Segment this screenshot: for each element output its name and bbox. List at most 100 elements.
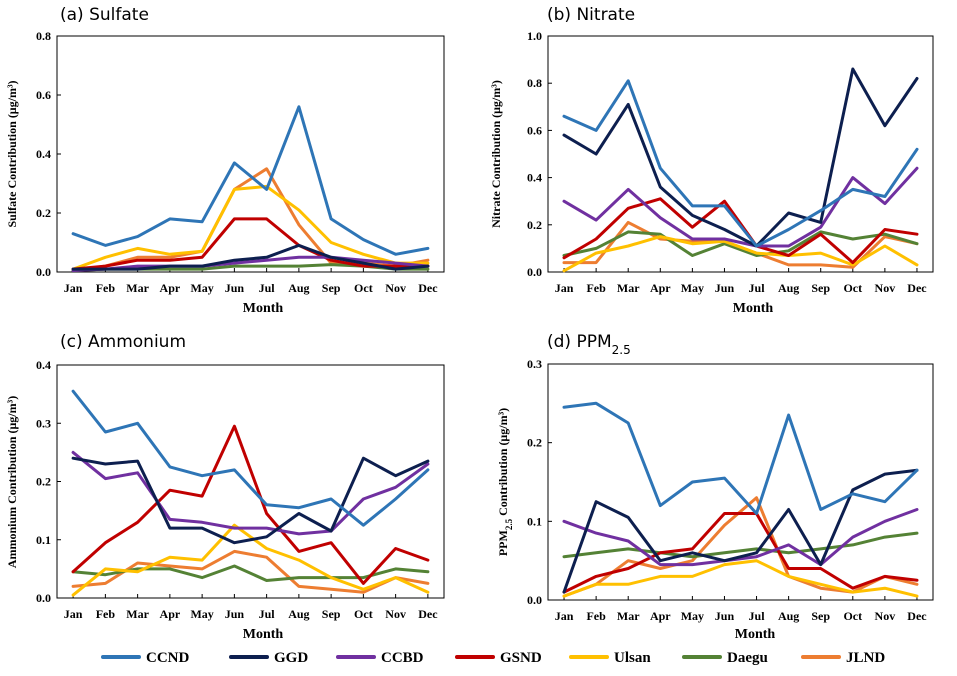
y-axis-title-sub: 2.5 <box>504 518 514 530</box>
panel-2: (b) Nitrate 0.0 0.2 0.4 0.6 0.8 1.0 Jan Feb Mar Ap… <box>489 5 934 316</box>
x-axis-title: Month <box>243 301 284 316</box>
series-line-ccnd <box>562 401 919 515</box>
series-line-jlnd <box>71 549 430 594</box>
legend-item-gsnd: GSND <box>455 650 542 666</box>
y-tick-label: 0.6 <box>527 123 542 137</box>
x-tick-label: Nov <box>385 281 406 295</box>
x-tick-label: Aug <box>288 607 309 621</box>
y-axis-title-rest: Contribution (μg/m³) <box>496 408 510 519</box>
y-tick-label: 0.1 <box>36 533 51 547</box>
y-tick-label: 0.2 <box>36 475 51 489</box>
x-tick-label: Jun <box>225 607 245 621</box>
series-line-gsnd <box>562 197 919 265</box>
y-axis-title: Sulfate Contribution (μg/m³) <box>5 80 19 227</box>
series-group <box>71 105 430 272</box>
y-tick-label: 0.2 <box>36 206 51 220</box>
y-tick-label: 0.3 <box>527 357 542 371</box>
x-tick-label: Apr <box>160 281 181 295</box>
series-line-ccnd <box>562 79 919 248</box>
x-tick-label: Dec <box>907 609 927 623</box>
y-tick-label: 0.0 <box>36 591 51 605</box>
y-tick-label: 0.4 <box>527 171 542 185</box>
x-tick-label: Jul <box>749 609 766 623</box>
x-tick-label: Oct <box>843 281 862 295</box>
x-tick-label: Oct <box>354 281 373 295</box>
x-tick-label: Jul <box>749 281 766 295</box>
x-tick-label: Jan <box>64 281 83 295</box>
panel-title: (d) PPM2.5 <box>547 332 631 357</box>
legend-label: CCND <box>146 650 189 666</box>
y-tick-label: 0.4 <box>36 147 51 161</box>
x-tick-label: Aug <box>778 609 799 623</box>
x-tick-label: Mar <box>617 281 640 295</box>
x-tick-label: May <box>190 281 213 295</box>
legend-label: GGD <box>274 650 308 666</box>
x-tick-label: Oct <box>843 609 862 623</box>
plot-frame <box>547 35 934 273</box>
plot-frame <box>56 364 445 599</box>
x-tick-label: Jan <box>555 609 574 623</box>
panel-title: (b) Nitrate <box>547 5 635 25</box>
x-tick-label: Feb <box>96 281 116 295</box>
x-tick-label: Feb <box>96 607 116 621</box>
x-tick-label: Sep <box>811 609 830 623</box>
panel-title-main: (d) PPM <box>547 332 612 352</box>
legend-label: Ulsan <box>614 650 651 666</box>
y-axis-title: Ammonium Contribution (μg/m³) <box>5 396 19 568</box>
series-line-ccnd <box>71 389 430 527</box>
panel-title: (a) Sulfate <box>60 5 149 25</box>
series-line-ulsan <box>71 184 430 271</box>
x-tick-label: Aug <box>288 281 309 295</box>
series-line-gsnd <box>562 512 919 594</box>
x-axis-title: Month <box>733 301 774 316</box>
x-tick-label: Dec <box>418 281 438 295</box>
series-group <box>562 401 919 598</box>
series-line-ulsan <box>71 523 430 597</box>
x-tick-label: Nov <box>385 607 406 621</box>
series-line-jlnd <box>562 496 919 598</box>
x-tick-label: Nov <box>875 281 896 295</box>
x-tick-label: Oct <box>354 607 373 621</box>
x-tick-label: Mar <box>617 609 640 623</box>
series-line-ccbd <box>562 508 919 567</box>
x-tick-label: Sep <box>322 607 341 621</box>
legend: CCND GGD CCBD GSND Ulsan Daegu JLND <box>101 650 885 666</box>
series-line-ulsan <box>562 559 919 598</box>
x-tick-label: May <box>681 281 704 295</box>
x-tick-label: Nov <box>875 609 896 623</box>
legend-item-ulsan: Ulsan <box>569 650 651 666</box>
series-line-ccnd <box>71 105 430 256</box>
legend-item-ccbd: CCBD <box>336 650 424 666</box>
y-tick-label: 0.2 <box>527 218 542 232</box>
plot-frame <box>547 363 934 601</box>
y-tick-label: 0.6 <box>36 88 51 102</box>
series-line-ggd <box>562 468 919 594</box>
x-tick-label: Feb <box>586 281 606 295</box>
x-tick-label: Jun <box>715 609 735 623</box>
panel-1: (a) Sulfate 0.0 0.2 0.4 0.6 0.8 Jan Feb Mar Apr Ma… <box>5 5 445 316</box>
y-tick-label: 0.8 <box>36 29 51 43</box>
y-tick-label: 0.4 <box>36 358 51 372</box>
y-tick-label: 0.8 <box>527 76 542 90</box>
series-group <box>562 67 919 273</box>
y-tick-label: 1.0 <box>527 29 542 43</box>
series-line-gsnd <box>71 217 430 271</box>
y-tick-label: 0.0 <box>527 265 542 279</box>
x-tick-label: Mar <box>126 607 149 621</box>
x-tick-label: Dec <box>907 281 927 295</box>
x-tick-label: Mar <box>126 281 149 295</box>
panel-title: (c) Ammonium <box>60 332 186 352</box>
legend-label: GSND <box>500 650 542 666</box>
legend-item-ggd: GGD <box>229 650 308 666</box>
legend-item-jlnd: JLND <box>801 650 885 666</box>
x-tick-label: Apr <box>650 281 671 295</box>
y-axis-title: PPM2.5 Contribution (μg/m³) <box>496 408 514 556</box>
x-tick-label: Apr <box>650 609 671 623</box>
y-tick-label: 0.0 <box>527 593 542 607</box>
x-tick-label: Jan <box>64 607 83 621</box>
y-tick-label: 0.1 <box>527 514 542 528</box>
series-line-daegu <box>562 531 919 559</box>
x-tick-label: Jul <box>259 281 276 295</box>
y-tick-label: 0.0 <box>36 265 51 279</box>
